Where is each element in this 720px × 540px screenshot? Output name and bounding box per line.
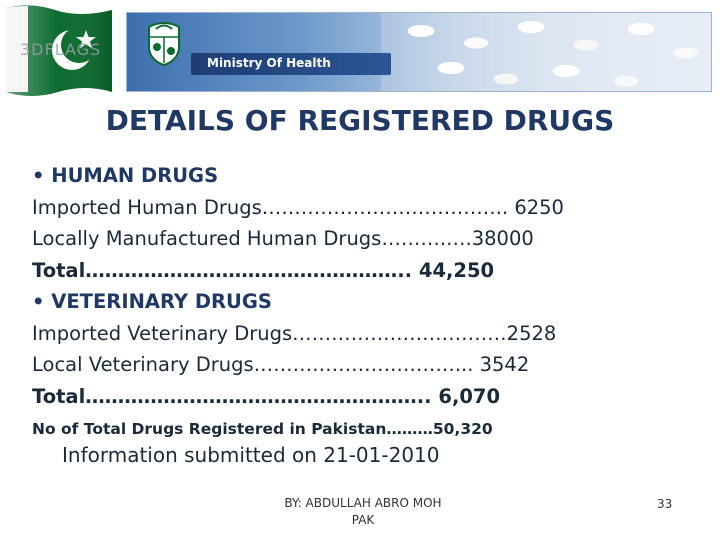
author-line-1: BY: ABDULLAH ABRO MOH — [284, 496, 442, 510]
page-number: 33 — [657, 497, 673, 511]
ministry-banner: Ministry Of Health — [126, 12, 712, 92]
pakistan-flag-icon — [6, 5, 112, 96]
drug-details: • HUMAN DRUGS Imported Human Drugs………………… — [32, 160, 692, 444]
human-drugs-heading: • HUMAN DRUGS — [32, 164, 219, 187]
summary-line: No of Total Drugs Registered in Pakistan… — [32, 420, 493, 438]
watermark-text: 3DFLAGS — [20, 40, 102, 59]
imported-human-line: Imported Human Drugs……………………………….. 6250 — [32, 195, 564, 219]
author-line-2: PAK — [351, 513, 375, 527]
info-line: Information submitted on 21-01-2010 — [62, 443, 440, 467]
veterinary-drugs-heading: • VETERINARY DRUGS — [32, 290, 272, 313]
ministry-label: Ministry Of Health — [207, 56, 331, 70]
footer-author: BY: ABDULLAH ABRO MOH PAK — [258, 495, 468, 529]
pills-image — [381, 13, 711, 91]
imported-veterinary-line: Imported Veterinary Drugs……………………………2528 — [32, 321, 557, 345]
human-heading-text: HUMAN DRUGS — [51, 164, 219, 187]
human-total-line: Total………………………………………….. 44,250 — [32, 258, 495, 282]
local-human-line: Locally Manufactured Human Drugs……….….38… — [32, 227, 534, 250]
local-veterinary-line: Local Veterinary Drugs………………….………... 354… — [32, 353, 530, 376]
state-emblem-icon — [148, 21, 180, 67]
ministry-label-bar — [191, 53, 391, 75]
veterinary-total-line: Total…………………………………………….. 6,070 — [32, 384, 501, 408]
veterinary-heading-text: VETERINARY DRUGS — [51, 290, 272, 313]
page-title: DETAILS OF REGISTERED DRUGS — [105, 104, 615, 137]
